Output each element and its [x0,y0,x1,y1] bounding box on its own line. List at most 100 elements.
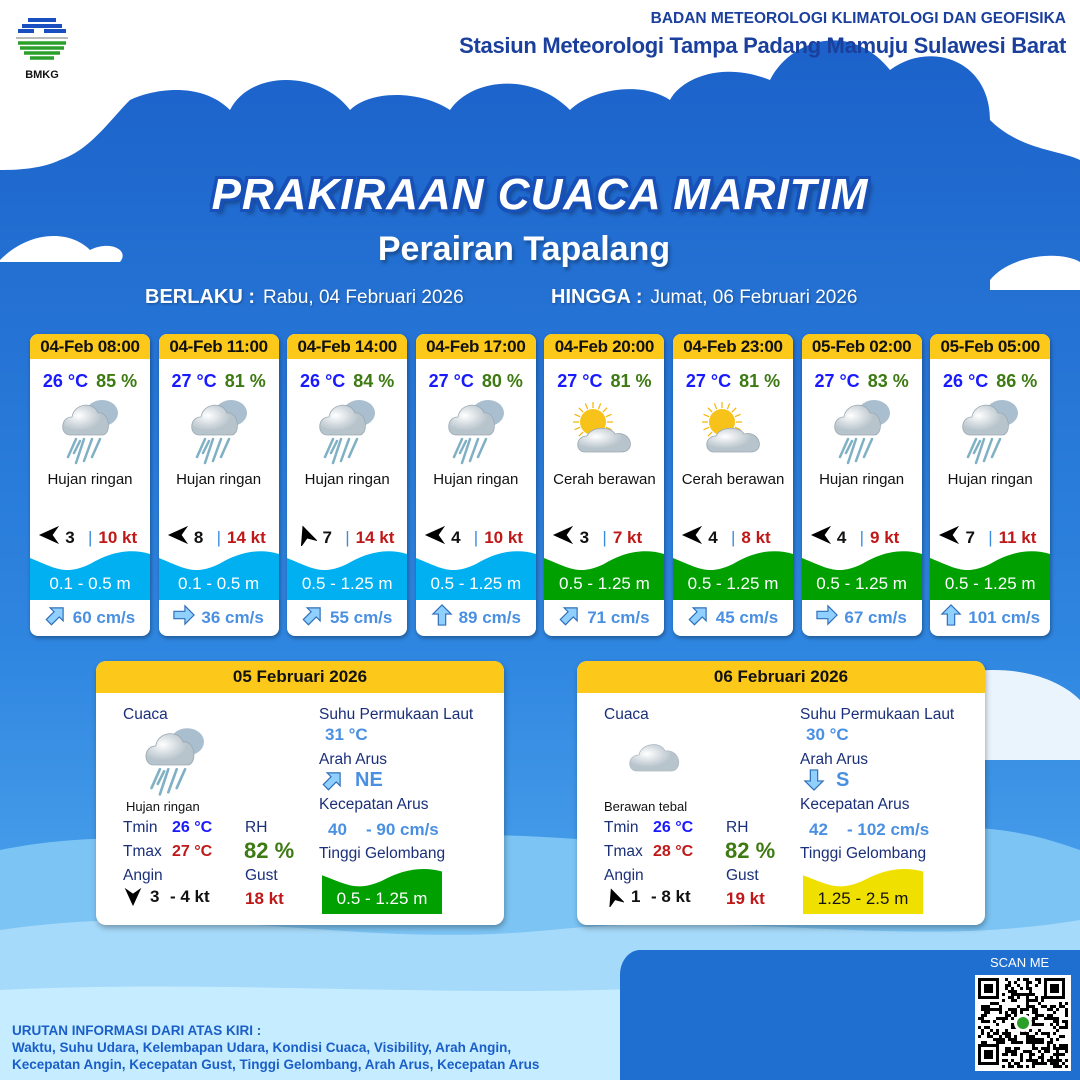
qr-code[interactable] [975,975,1071,1071]
wave-height: 0.5 - 1.25 m [816,574,907,593]
air-temperature: 27 °C [428,371,474,391]
weather-condition: Hujan ringan [176,471,262,488]
wind-direction-icon [124,887,142,907]
rain-cloud-icon [62,399,118,464]
current-direction-icon [559,607,578,626]
current-arrow [940,604,962,631]
weather-label: Cuaca [604,706,649,723]
forecast-time: 04-Feb 11:00 [158,334,279,359]
wind-to: - 8 kt [651,887,691,906]
weather-condition: Hujan ringan [304,471,390,488]
sst-label: Suhu Permukaan Laut [800,706,955,723]
current-row: 60 cm/s [30,604,150,631]
current-row: 67 cm/s [802,604,922,631]
current-dir-label: Arah Arus [319,751,388,768]
weather-icon [141,723,208,802]
forecast-card[interactable]: 05-Feb 02:00 27 °C 83 % Hujan ringan 4 | 9 kt… [801,334,922,636]
gust-speed: 14 kt [355,527,395,547]
tmax-label: Tmax [123,843,162,860]
valid-to-date: Jumat, 06 Februari 2026 [650,287,858,308]
weather-icon [802,392,922,467]
station-name: Stasiun Meteorologi Tampa Padang Mamuju … [459,33,1066,58]
sst-value: 31 °C [325,725,368,744]
current-speed: 55 cm/s [329,607,393,627]
separator: | [473,527,479,547]
weather-icon [287,392,407,467]
current-to: - 90 cm/s [366,820,439,839]
current-arrow [430,604,453,631]
current-speed: 45 cm/s [715,607,779,627]
humidity: 81 % [610,371,652,391]
current-row: 45 cm/s [673,604,793,631]
wave-band [803,866,923,919]
air-temperature: 26 °C [42,371,89,391]
current-arrow [302,604,324,631]
daily-date: 06 Februari 2026 [577,661,985,693]
forecast-card[interactable]: 04-Feb 14:00 26 °C 84 % Hujan ringan 7 | 14 k… [287,334,408,636]
rain-cloud-icon [962,399,1019,464]
wind-speed: 7 [965,527,975,547]
current-row: 55 cm/s [287,604,407,631]
wind-to: - 4 kt [170,887,210,906]
wave-height: 0.5 - 1.25 m [559,574,650,593]
forecast-card[interactable]: 05-Feb 05:00 26 °C 86 % Hujan ringan 7 | 11 k… [930,334,1051,636]
bmkg-logo-icon [16,18,68,60]
wind-direction-icon [553,525,574,545]
scan-me-label: SCAN ME [990,955,1050,970]
current-direction-icon [816,604,839,626]
forecast-card[interactable]: 04-Feb 20:00 27 °C 81 % Cerah berawan 3 | 7 k… [544,334,665,636]
current-speed-label: Kecepatan Arus [800,796,910,813]
wave-height: 0.1 - 0.5 m [49,574,131,593]
rain-cloud-icon [145,728,204,796]
wind-label: Angin [604,867,644,884]
wind-speed: 4 [836,527,847,547]
wind-from: 1 [631,887,641,906]
wave-shape [930,551,1051,600]
current-arrow [45,604,67,631]
weather-icon [416,392,536,467]
forecast-card[interactable]: 04-Feb 08:00 26 °C 85 % Hujan ringan 3 | 10 k… [30,334,150,636]
sst-value: 30 °C [806,725,849,744]
temp-humidity-row: 27 °C 83 % [802,371,922,392]
air-temperature: 26 °C [300,371,346,391]
rh-label: RH [726,819,749,836]
forecast-time: 04-Feb 17:00 [415,334,536,359]
valid-from-label: BERLAKU : [145,286,255,308]
wave-shape [30,551,150,600]
footer-legend: URUTAN INFORMASI DARI ATAS KIRI : Waktu,… [12,1022,539,1073]
wind-row: 7 | 14 kt [287,524,407,551]
gust-label: Gust [245,867,278,884]
weather-condition: Berawan tebal [604,799,688,814]
wind-arrow [167,524,189,551]
wind-row: 4 | 9 kt [802,524,922,551]
humidity: 81 % [739,371,781,391]
forecast-card[interactable]: 04-Feb 17:00 27 °C 80 % Hujan ringan 4 | 10 k… [415,334,536,636]
daily-date: 05 Februari 2026 [96,661,504,693]
logo-text: BMKG [25,69,59,81]
forecast-card[interactable]: 04-Feb 11:00 27 °C 81 % Hujan ringan 8 | 14 k… [158,334,279,636]
current-row: 71 cm/s [544,604,664,631]
wind-speed: 3 [579,527,590,547]
wave-band [287,548,408,600]
current-row: 36 cm/s [159,604,279,631]
wind-direction-icon [167,525,188,545]
current-speed: 101 cm/s [968,607,1041,627]
partly-cloudy-icon [702,401,760,452]
current-row: 101 cm/s [930,604,1050,631]
humidity: 83 % [867,371,909,391]
thick-cloud-icon [629,744,679,772]
wind-arrow [810,524,832,551]
current-speed: 67 cm/s [844,607,907,627]
wind-label: Angin [123,867,163,884]
humidity: 85 % [96,371,138,391]
weather-condition: Hujan ringan [126,799,200,814]
footer-line-2: Kecepatan Angin, Kecepatan Gust, Tinggi … [12,1057,540,1072]
forecast-card[interactable]: 04-Feb 23:00 27 °C 81 % Cerah berawan 4 | 8 k… [673,334,793,636]
current-from: 42 [809,820,828,839]
current-from: 40 [328,820,347,839]
current-to: - 102 cm/s [847,820,930,839]
wave-height: 1.25 - 2.5 m [817,889,909,908]
rain-cloud-icon [833,399,890,464]
wave-band [322,866,442,919]
valid-from-date: Rabu, 04 Februari 2026 [263,287,464,308]
